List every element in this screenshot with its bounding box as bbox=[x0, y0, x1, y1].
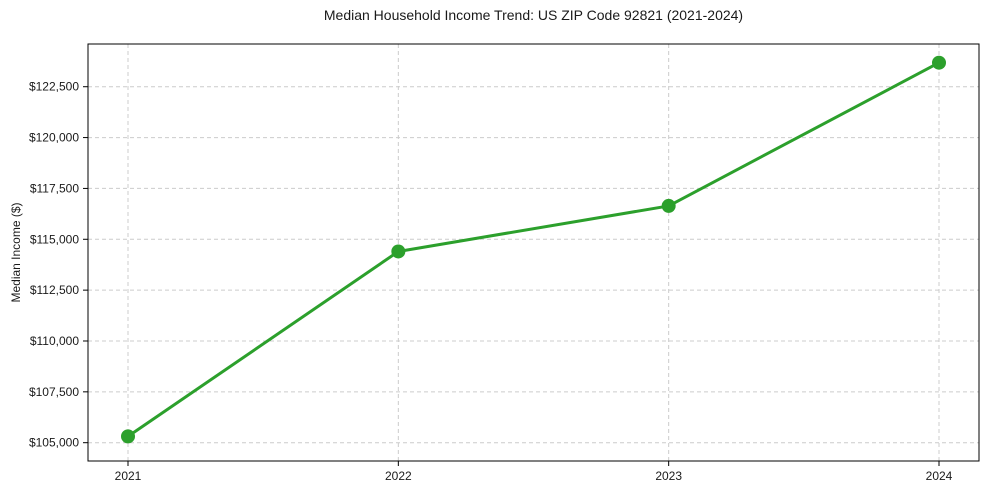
trend-line bbox=[126, 61, 941, 438]
y-tick-label: $107,500 bbox=[29, 385, 79, 399]
data-point-2023 bbox=[661, 198, 676, 213]
x-tick-label: 2022 bbox=[385, 469, 412, 483]
data-point-2022 bbox=[391, 244, 406, 259]
y-tick-label: $120,000 bbox=[29, 131, 79, 145]
data-point-2021 bbox=[121, 429, 135, 444]
chart-title: Median Household Income Trend: US ZIP Co… bbox=[323, 7, 744, 23]
data-point-2024 bbox=[932, 55, 946, 70]
y-tick-label: $115,000 bbox=[30, 232, 79, 246]
plot-border bbox=[87, 43, 980, 462]
x-tick-label: 2021 bbox=[115, 469, 142, 483]
y-tick-label: $117,500 bbox=[30, 181, 79, 195]
y-tick-label: $122,500 bbox=[29, 80, 79, 94]
y-tick-label: $110,000 bbox=[30, 334, 79, 348]
y-tick-label: $105,000 bbox=[29, 436, 79, 450]
y-axis-label: Median Income ($) bbox=[9, 202, 23, 302]
y-tick-label: $112,500 bbox=[30, 283, 79, 297]
x-tick-label: 2024 bbox=[926, 469, 953, 483]
x-tick-label: 2023 bbox=[655, 469, 682, 483]
